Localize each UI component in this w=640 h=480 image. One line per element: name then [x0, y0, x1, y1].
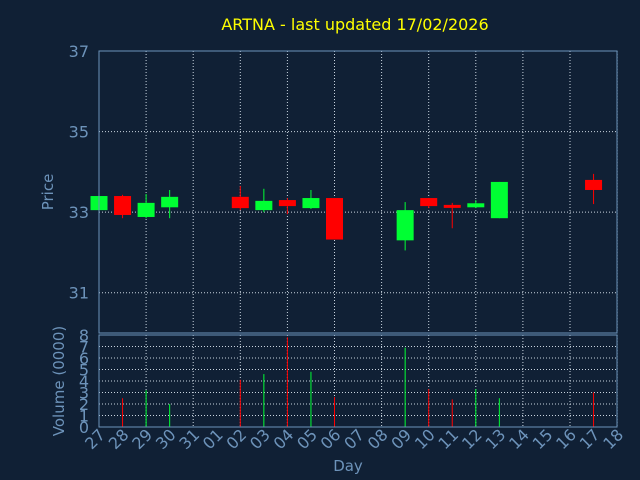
candle-body	[302, 198, 320, 209]
day-ticks: 2728293031010203040506070809101112131415…	[81, 425, 627, 453]
price-y-tick-label: 33	[69, 203, 89, 222]
candle-body	[467, 203, 485, 208]
volume-y-tick-label: 5	[79, 361, 89, 380]
volume-y-tick-label: 7	[79, 338, 89, 357]
candle-body	[443, 204, 461, 208]
volume-y-tick-label: 3	[79, 384, 89, 403]
candle-body	[396, 210, 414, 241]
candle-body	[326, 198, 343, 240]
candle-body	[278, 200, 296, 207]
price-plot-frame	[98, 50, 618, 334]
candle-body	[114, 196, 132, 215]
candle-body	[490, 181, 508, 219]
volume-plot-frame	[98, 334, 618, 428]
price-y-tick-label: 35	[69, 123, 89, 142]
volume-y-tick-label: 1	[79, 407, 89, 426]
price-y-ticks: 37 35 33 31	[69, 42, 89, 303]
volume-y-tick-label: 8	[79, 326, 89, 345]
price-y-tick-label: 37	[69, 42, 89, 61]
volume-bars	[122, 337, 595, 427]
candle-body	[161, 196, 179, 208]
price-candles	[90, 173, 603, 251]
candle-body	[255, 200, 273, 211]
candle-body	[231, 196, 249, 209]
volume-y-tick-label: 0	[79, 418, 89, 437]
volume-axis-label: Volume (0000)	[50, 326, 68, 436]
candle-body	[585, 179, 603, 190]
price-y-tick-label: 31	[69, 284, 89, 303]
volume-y-tick-label: 6	[79, 349, 89, 368]
x-axis-label: Day	[333, 457, 363, 475]
volume-y-tick-label: 4	[79, 372, 89, 391]
price-axis-label: Price	[39, 174, 57, 211]
candle-body	[420, 198, 438, 207]
volume-y-tick-label: 2	[79, 395, 89, 414]
candle-body	[137, 202, 155, 217]
chart-title: ARTNA - last updated 17/02/2026	[221, 15, 488, 34]
